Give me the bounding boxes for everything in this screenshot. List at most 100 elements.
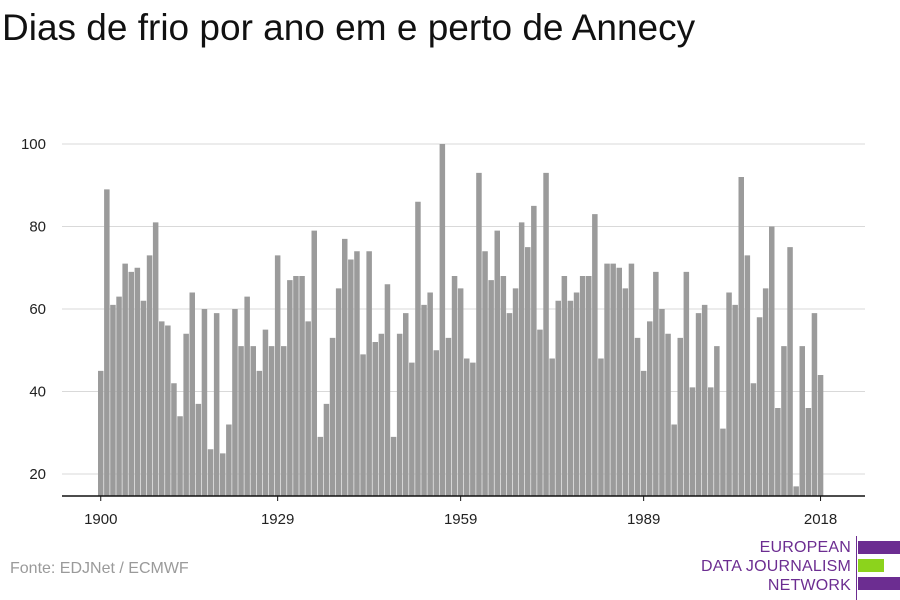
chart-title: Dias de frio por ano em e perto de Annec… — [2, 7, 696, 48]
bar — [543, 172, 549, 496]
bar — [238, 346, 244, 496]
bar — [762, 288, 769, 496]
bar — [128, 271, 134, 496]
bar — [506, 313, 513, 496]
bar — [372, 342, 378, 496]
bar — [634, 337, 641, 496]
x-tick-label: 1929 — [261, 511, 294, 528]
bar — [360, 354, 366, 496]
bar — [732, 304, 738, 496]
bar — [439, 144, 446, 496]
bar — [561, 276, 568, 496]
bar — [549, 358, 555, 496]
bar — [433, 350, 439, 496]
bar — [671, 424, 677, 496]
bar — [384, 284, 391, 496]
logo-divider — [856, 536, 857, 600]
x-tick-label: 1959 — [444, 511, 477, 528]
bar — [250, 346, 256, 496]
bar — [488, 280, 494, 496]
bar — [537, 329, 543, 496]
bar — [482, 251, 488, 496]
bar — [714, 346, 720, 496]
logo-text: EUROPEAN DATA JOURNALISM NETWORK — [701, 538, 851, 595]
logo-line-3: NETWORK — [767, 577, 851, 594]
bar — [708, 387, 714, 496]
bar — [171, 383, 177, 496]
bar — [146, 255, 153, 496]
x-tick-label: 1900 — [84, 511, 117, 528]
bar — [159, 321, 165, 496]
bar — [689, 387, 696, 496]
bar — [183, 333, 189, 496]
bar — [104, 189, 110, 496]
bar — [781, 346, 787, 496]
logo-line-2: DATA JOURNALISM — [701, 558, 851, 575]
bar — [531, 205, 537, 496]
bar — [213, 313, 220, 496]
bar — [396, 333, 403, 496]
bar — [445, 337, 452, 496]
bar — [695, 313, 702, 496]
bar — [201, 309, 208, 496]
bar — [403, 313, 409, 496]
bar — [817, 375, 824, 496]
logo-bar-middle — [858, 559, 884, 572]
bar — [750, 383, 757, 496]
bar — [311, 230, 317, 496]
bar — [256, 370, 263, 496]
bar — [525, 247, 531, 496]
logo-line-1: EUROPEAN — [759, 539, 851, 556]
bar — [579, 276, 586, 496]
bar — [811, 313, 818, 496]
bar — [500, 276, 507, 496]
bar — [738, 177, 744, 496]
bar — [494, 230, 500, 496]
bar — [207, 449, 214, 496]
bar — [586, 276, 592, 496]
bar — [110, 304, 116, 496]
x-axis: 1900 1929 1959 1989 2018 — [62, 495, 865, 528]
bar — [305, 321, 311, 496]
bar — [567, 300, 574, 496]
bar — [799, 346, 805, 496]
bar — [628, 263, 635, 496]
bar — [226, 424, 232, 496]
bar — [262, 329, 269, 496]
logo-bar-top — [858, 541, 900, 554]
bar — [726, 292, 732, 496]
bar — [451, 276, 458, 496]
y-tick-label: 40 — [29, 384, 46, 401]
bar — [421, 304, 427, 496]
bar — [518, 222, 525, 496]
bar — [122, 263, 128, 496]
bar — [268, 346, 275, 496]
bar — [512, 288, 519, 496]
bar — [756, 317, 763, 496]
bar — [140, 300, 147, 496]
bar — [427, 292, 433, 496]
bar — [464, 358, 470, 496]
bar — [701, 304, 708, 496]
bar — [573, 292, 580, 496]
y-axis-labels: 20 40 60 80 100 — [21, 136, 46, 483]
bar — [317, 436, 324, 496]
bar — [665, 333, 671, 496]
bar — [744, 255, 751, 496]
bar — [287, 280, 293, 496]
bar — [281, 346, 287, 496]
bar — [647, 321, 653, 496]
bar — [598, 358, 604, 496]
bar — [616, 267, 622, 496]
bar — [189, 292, 195, 496]
edjnet-logo[interactable]: EUROPEAN DATA JOURNALISM NETWORK — [700, 536, 900, 600]
bar — [274, 255, 281, 496]
bar — [390, 436, 397, 496]
bar — [805, 408, 812, 496]
bar — [293, 276, 299, 496]
bar — [622, 288, 629, 496]
bar — [323, 403, 330, 496]
y-tick-label: 80 — [29, 219, 46, 236]
bar — [610, 263, 616, 496]
bar — [116, 296, 122, 496]
